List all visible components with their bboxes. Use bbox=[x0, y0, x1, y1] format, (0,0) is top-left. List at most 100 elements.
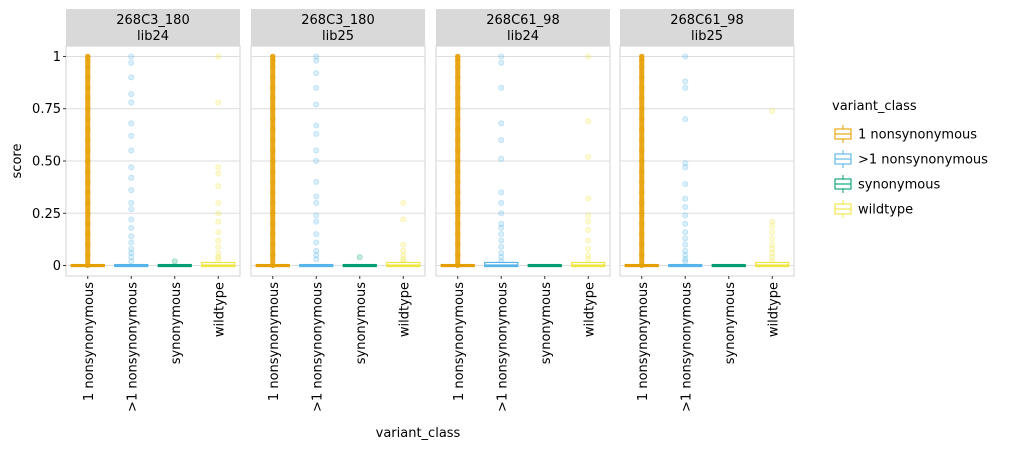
outlier-point bbox=[128, 99, 135, 106]
outlier-point bbox=[215, 199, 222, 206]
outlier-point bbox=[498, 137, 505, 144]
legend-title: variant_class bbox=[832, 99, 917, 114]
outlier-point bbox=[313, 147, 320, 154]
x-tick-label: 1 nonsynonymous bbox=[452, 282, 467, 401]
outlier-point bbox=[682, 78, 689, 85]
outlier-point bbox=[313, 53, 320, 60]
outlier-point bbox=[585, 237, 592, 244]
outlier-point bbox=[215, 53, 222, 60]
facet-strip-label: 268C3_180 bbox=[301, 13, 374, 28]
outlier-point bbox=[128, 254, 135, 261]
outlier-point bbox=[128, 147, 135, 154]
outlier-point bbox=[498, 237, 505, 244]
outlier-point bbox=[498, 199, 505, 206]
outlier-point bbox=[313, 130, 320, 137]
outlier-point bbox=[498, 224, 505, 231]
outlier-point bbox=[313, 122, 320, 129]
outlier-point bbox=[682, 252, 689, 259]
legend-item: wildtype bbox=[834, 200, 913, 218]
outlier-point bbox=[400, 216, 407, 223]
outlier-point bbox=[682, 229, 689, 236]
facet-strip-label: 268C3_180 bbox=[116, 13, 189, 28]
outlier-point bbox=[498, 254, 505, 261]
outlier-point bbox=[682, 84, 689, 91]
outlier-point bbox=[313, 239, 320, 246]
outlier-point bbox=[215, 99, 222, 106]
y-tick-label: 0.50 bbox=[32, 155, 61, 170]
outlier-point bbox=[682, 53, 689, 60]
outlier-point bbox=[682, 256, 689, 263]
outlier-point bbox=[585, 226, 592, 233]
outlier-point bbox=[313, 247, 320, 254]
facet-strip-label: 268C61_98 bbox=[670, 13, 743, 28]
facet-strip-label: lib25 bbox=[322, 29, 354, 44]
x-tick-label: synonymous bbox=[169, 282, 184, 364]
outlier-point bbox=[585, 245, 592, 252]
outlier-point bbox=[585, 252, 592, 259]
x-tick-label: 1 nonsynonymous bbox=[636, 282, 651, 401]
outlier-point bbox=[769, 245, 776, 252]
outlier-point bbox=[128, 249, 135, 256]
outlier-point bbox=[682, 220, 689, 227]
outlier-point bbox=[498, 210, 505, 217]
outlier-point bbox=[313, 70, 320, 77]
outlier-point bbox=[128, 199, 135, 206]
x-tick-label: >1 nonsynonymous bbox=[310, 282, 325, 412]
outlier-point bbox=[682, 195, 689, 202]
outlier-point bbox=[769, 235, 776, 242]
outlier-point bbox=[215, 229, 222, 236]
outlier-point bbox=[585, 118, 592, 125]
outlier-point bbox=[215, 170, 222, 177]
x-tick-label: >1 nonsynonymous bbox=[125, 282, 140, 412]
x-tick-label: wildtype bbox=[397, 282, 412, 337]
outlier-point bbox=[498, 249, 505, 256]
outlier-point bbox=[128, 74, 135, 81]
x-tick-label: wildtype bbox=[766, 282, 781, 337]
outlier-point bbox=[682, 241, 689, 248]
outlier-point bbox=[313, 218, 320, 225]
outlier-point bbox=[498, 120, 505, 127]
outlier-point bbox=[128, 245, 135, 252]
outlier-point bbox=[313, 84, 320, 91]
outlier-point bbox=[128, 59, 135, 66]
outlier-point bbox=[585, 218, 592, 225]
outlier-point bbox=[498, 84, 505, 91]
x-tick-label: wildtype bbox=[582, 282, 597, 337]
outlier-point bbox=[128, 187, 135, 194]
outlier-point bbox=[400, 247, 407, 254]
outlier-point bbox=[215, 243, 222, 250]
outlier-point bbox=[498, 155, 505, 162]
outlier-point bbox=[215, 218, 222, 225]
outlier-point bbox=[128, 216, 135, 223]
outlier-point bbox=[313, 178, 320, 185]
legend-item: 1 nonsynonymous bbox=[834, 125, 977, 143]
y-tick-label: 1 bbox=[53, 50, 61, 65]
outlier-point bbox=[769, 254, 776, 261]
outlier-point bbox=[313, 199, 320, 206]
outlier-point bbox=[769, 222, 776, 229]
outlier-point bbox=[682, 258, 689, 265]
outlier-point bbox=[400, 252, 407, 259]
x-tick-label: 1 nonsynonymous bbox=[82, 282, 97, 401]
outlier-point bbox=[585, 212, 592, 219]
outlier-point bbox=[682, 212, 689, 219]
legend-label: 1 nonsynonymous bbox=[858, 128, 977, 143]
outlier-point bbox=[128, 174, 135, 181]
outlier-point bbox=[215, 237, 222, 244]
outlier-point bbox=[128, 206, 135, 213]
outlier-point bbox=[769, 241, 776, 248]
outlier-point bbox=[215, 249, 222, 256]
facet-strip-label: lib25 bbox=[691, 29, 723, 44]
outlier-point bbox=[128, 132, 135, 139]
outlier-point bbox=[498, 59, 505, 66]
outlier-point bbox=[769, 229, 776, 236]
outlier-point bbox=[215, 256, 222, 263]
outlier-point bbox=[313, 101, 320, 108]
outlier-point bbox=[215, 210, 222, 217]
